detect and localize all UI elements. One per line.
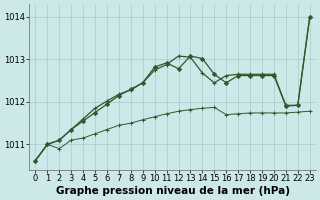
X-axis label: Graphe pression niveau de la mer (hPa): Graphe pression niveau de la mer (hPa) bbox=[56, 186, 290, 196]
